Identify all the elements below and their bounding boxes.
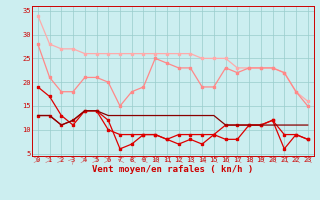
X-axis label: Vent moyen/en rafales ( kn/h ): Vent moyen/en rafales ( kn/h ) (92, 165, 253, 174)
